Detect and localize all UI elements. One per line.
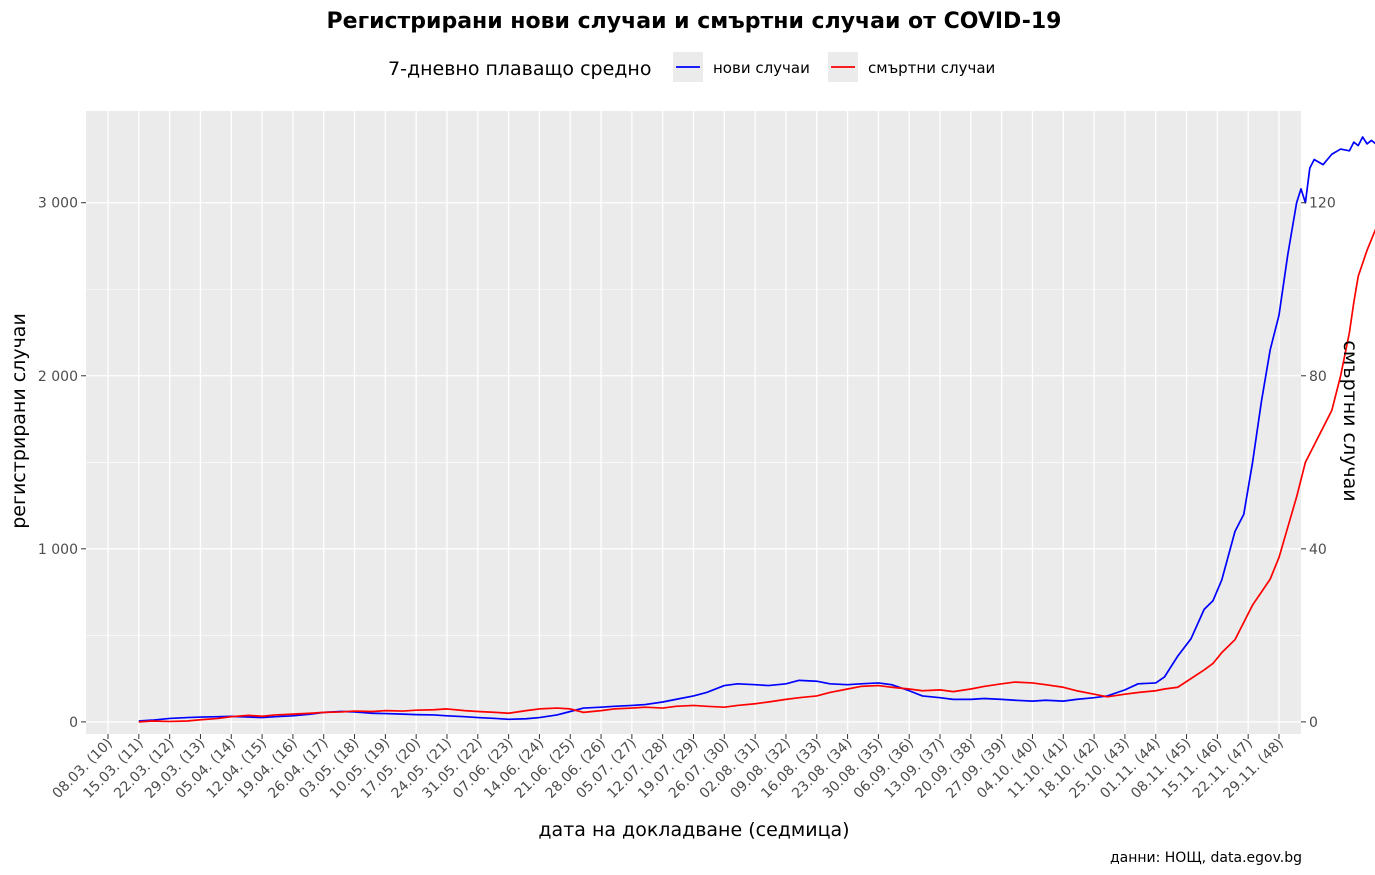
y2-axis-title: смъртни случаи <box>1339 340 1361 501</box>
legend-title: 7-дневно плаващо средно <box>388 58 651 80</box>
y-axis-left: 0 1 000 2 000 3 000 <box>38 196 86 731</box>
legend-label: смъртни случаи <box>868 59 995 77</box>
y-axis-title: регистрирани случаи <box>8 313 30 529</box>
y-left-tick-label: 0 <box>69 715 78 731</box>
y-left-tick-label: 1 000 <box>38 542 78 558</box>
legend-label: нови случаи <box>713 59 810 77</box>
grid <box>86 111 1301 734</box>
y-right-tick-label: 40 <box>1309 542 1327 558</box>
x-axis-title: дата на докладване (седмица) <box>538 819 849 841</box>
legend: 7-дневно плаващо средно нови случаи смъртн… <box>388 52 995 82</box>
caption: данни: НОЩ, data.egov.bg <box>1110 850 1302 866</box>
series-line-deaths <box>138 228 1375 723</box>
y-right-tick-label: 0 <box>1309 715 1318 731</box>
y-right-tick-label: 120 <box>1309 196 1336 212</box>
series-layer <box>138 136 1375 723</box>
chart-title: Регистрирани нови случаи и смъртни случа… <box>327 9 1062 34</box>
y-left-tick-label: 3 000 <box>38 196 78 212</box>
y-left-tick-label: 2 000 <box>38 369 78 385</box>
series-line-new-cases <box>138 136 1375 722</box>
x-axis: 08.03. (10)15.03. (11)22.03. (12)29.03. … <box>50 734 1287 802</box>
y-right-tick-label: 80 <box>1309 369 1327 385</box>
y-axis-right: 0 40 80 120 <box>1301 196 1336 731</box>
